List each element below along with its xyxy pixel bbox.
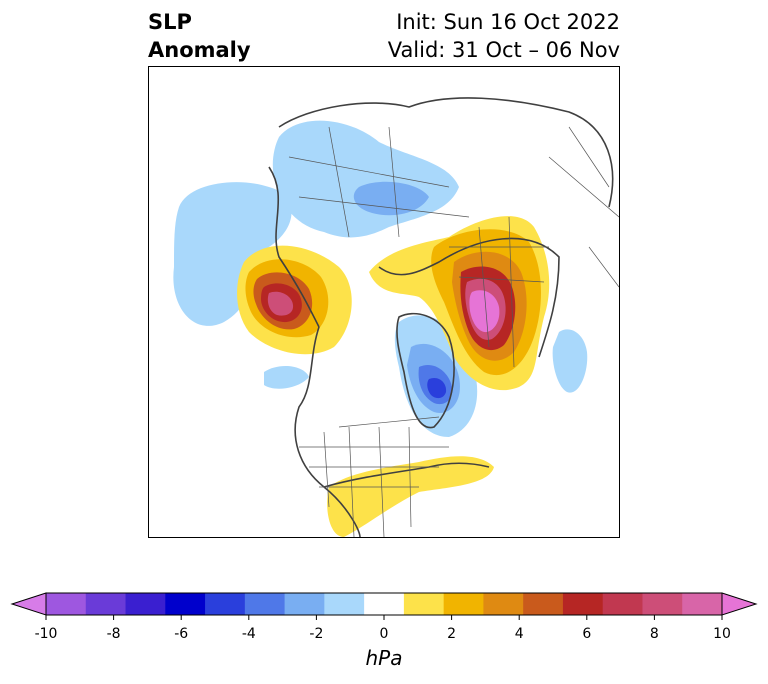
valid-range: Valid: 31 Oct – 06 Nov — [387, 38, 620, 62]
colorbar-segment — [85, 593, 127, 615]
colorbar-segment — [682, 593, 723, 615]
colorbar-segment — [364, 593, 405, 615]
pacific-low-contour — [173, 182, 292, 326]
colorbar-tick-label: 6 — [582, 626, 592, 642]
colorbar-segment — [324, 593, 365, 615]
coastlines — [268, 97, 614, 537]
colorbar-segment — [483, 593, 524, 615]
colorbar-segment — [244, 593, 286, 615]
colorbar-tick-label: 8 — [649, 626, 659, 642]
colorbar — [10, 592, 758, 620]
anomaly-map — [148, 66, 620, 538]
colorbar-segment — [205, 593, 246, 615]
colorbar-segment — [562, 593, 604, 615]
colorbar-segment — [523, 593, 564, 615]
siberia-low-contour — [272, 120, 459, 238]
colorbar-segment — [46, 593, 87, 615]
colorbar-tick-label: -10 — [34, 626, 58, 642]
colorbar-tick-label: 0 — [379, 626, 389, 642]
colorbar-tick-label: 2 — [447, 626, 457, 642]
political-borders — [288, 126, 619, 537]
init-date: Init: Sun 16 Oct 2022 — [396, 10, 620, 34]
colorbar-tick-label: -6 — [174, 626, 189, 642]
colorbar-ticks — [45, 615, 723, 620]
colorbar-tick-label: 4 — [514, 626, 524, 642]
colorbar-segment — [642, 593, 683, 615]
colorbar-unit: hPa — [365, 646, 403, 670]
colorbar-segment — [443, 593, 484, 615]
title-line-2: Anomaly — [148, 38, 251, 62]
colorbar-tick-label: -8 — [106, 626, 121, 642]
map-title: SLP Anomaly — [148, 8, 251, 64]
colorbar-segment — [602, 593, 643, 615]
colorbar-segment — [284, 593, 325, 615]
colorbar-segment — [125, 593, 166, 615]
eurasia-high-contour — [369, 216, 550, 391]
colorbar-segments — [10, 592, 758, 616]
atlantic-low-contour — [264, 329, 588, 393]
colorbar-extend-min — [10, 592, 47, 616]
colorbar-segment — [165, 593, 206, 615]
title-line-1: SLP — [148, 10, 192, 34]
pacific-high-contour — [237, 245, 352, 355]
colorbar-tick-label: -2 — [309, 626, 324, 642]
map-dates: Init: Sun 16 Oct 2022 Valid: 31 Oct – 06… — [388, 8, 620, 64]
colorbar-segment — [403, 593, 445, 615]
colorbar-extend-max — [721, 592, 758, 616]
colorbar-tick-label: 10 — [713, 626, 731, 642]
colorbar-tick-label: -4 — [241, 626, 256, 642]
